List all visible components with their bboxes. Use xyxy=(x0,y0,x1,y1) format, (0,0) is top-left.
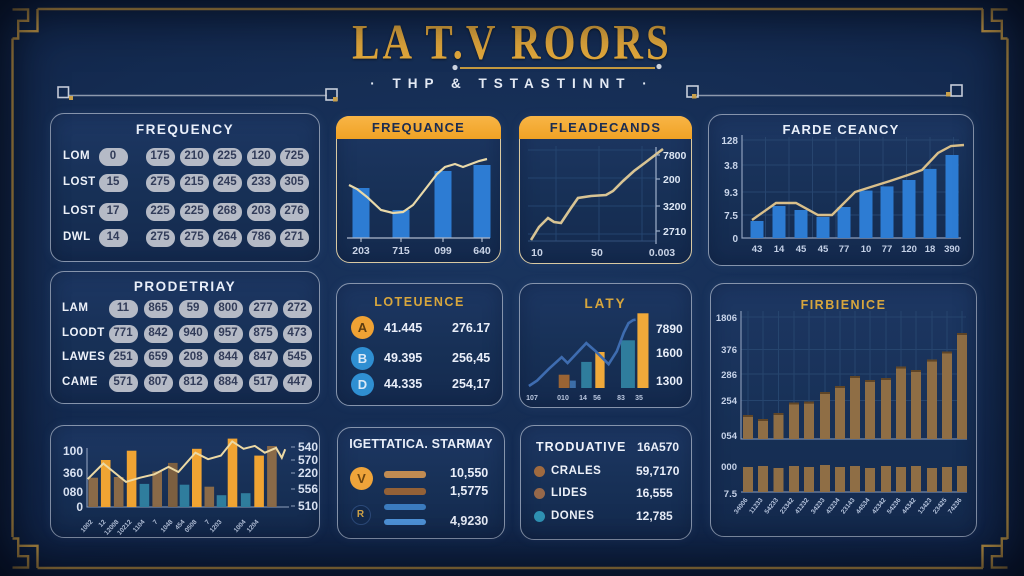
svg-text:556: 556 xyxy=(298,482,318,496)
svg-text:080: 080 xyxy=(63,485,83,499)
svg-text:14: 14 xyxy=(774,244,785,255)
svg-text:54236: 54236 xyxy=(886,497,903,516)
svg-text:010: 010 xyxy=(557,395,569,402)
svg-text:10: 10 xyxy=(861,244,872,255)
svg-text:43: 43 xyxy=(752,244,763,255)
svg-text:35: 35 xyxy=(635,395,643,402)
svg-text:107: 107 xyxy=(526,395,538,402)
svg-text:18: 18 xyxy=(925,244,936,255)
svg-text:10: 10 xyxy=(531,247,543,259)
svg-text:203: 203 xyxy=(352,245,370,257)
svg-text:23425: 23425 xyxy=(932,497,949,516)
svg-text:0: 0 xyxy=(76,500,83,514)
svg-text:10212: 10212 xyxy=(116,518,134,536)
svg-text:11233: 11233 xyxy=(748,497,765,516)
svg-text:3200: 3200 xyxy=(663,201,687,213)
svg-text:0: 0 xyxy=(732,234,738,245)
svg-text:14: 14 xyxy=(579,395,587,402)
svg-text:1104: 1104 xyxy=(132,518,147,533)
svg-text:44534: 44534 xyxy=(855,497,872,516)
svg-text:1002: 1002 xyxy=(80,518,95,534)
svg-text:43234: 43234 xyxy=(825,497,842,516)
svg-text:45: 45 xyxy=(796,244,807,255)
svg-text:7.5: 7.5 xyxy=(724,211,738,222)
svg-text:120: 120 xyxy=(901,244,917,255)
svg-text:42342: 42342 xyxy=(871,497,888,516)
svg-text:44342: 44342 xyxy=(901,497,918,516)
svg-text:220: 220 xyxy=(298,466,318,480)
svg-text:1048: 1048 xyxy=(160,518,175,534)
svg-text:23143: 23143 xyxy=(840,497,857,516)
svg-text:74236: 74236 xyxy=(947,497,964,516)
svg-text:77: 77 xyxy=(882,244,893,255)
svg-text:715: 715 xyxy=(392,245,410,257)
svg-text:56: 56 xyxy=(593,395,601,402)
svg-text:540: 540 xyxy=(298,440,318,454)
svg-text:7: 7 xyxy=(152,518,160,526)
svg-text:54233: 54233 xyxy=(763,497,780,516)
svg-text:23342: 23342 xyxy=(779,497,796,516)
svg-text:1004: 1004 xyxy=(233,518,248,534)
svg-text:0.003: 0.003 xyxy=(649,247,675,259)
svg-text:510: 510 xyxy=(298,499,318,513)
svg-text:7.5: 7.5 xyxy=(724,489,738,500)
svg-text:50: 50 xyxy=(591,247,603,259)
svg-text:640: 640 xyxy=(473,245,491,257)
svg-text:1300: 1300 xyxy=(656,374,683,388)
svg-text:34233: 34233 xyxy=(810,497,827,516)
svg-text:13423: 13423 xyxy=(917,497,934,516)
svg-text:1204: 1204 xyxy=(246,518,261,534)
svg-text:054: 054 xyxy=(721,431,738,442)
svg-text:77: 77 xyxy=(839,244,850,255)
svg-text:83: 83 xyxy=(617,395,625,402)
svg-text:0508: 0508 xyxy=(184,518,199,534)
svg-text:286: 286 xyxy=(721,370,737,381)
svg-text:200: 200 xyxy=(663,174,681,186)
svg-text:1806: 1806 xyxy=(716,313,737,324)
svg-text:360: 360 xyxy=(63,466,83,480)
svg-text:7: 7 xyxy=(204,518,212,526)
svg-text:41232: 41232 xyxy=(794,497,811,516)
svg-text:3.8: 3.8 xyxy=(724,161,738,172)
svg-text:390: 390 xyxy=(944,244,960,255)
svg-text:099: 099 xyxy=(434,245,452,257)
svg-text:45: 45 xyxy=(818,244,829,255)
svg-text:2710: 2710 xyxy=(663,226,687,238)
svg-text:000: 000 xyxy=(721,462,737,473)
svg-text:12: 12 xyxy=(97,518,107,528)
svg-text:9.3: 9.3 xyxy=(724,188,738,199)
svg-text:570: 570 xyxy=(298,453,318,467)
svg-text:376: 376 xyxy=(721,345,737,356)
svg-text:254: 254 xyxy=(721,396,738,407)
svg-text:7890: 7890 xyxy=(656,322,683,336)
svg-text:7800: 7800 xyxy=(663,150,687,162)
svg-text:100: 100 xyxy=(63,444,83,458)
svg-text:1600: 1600 xyxy=(656,346,683,360)
svg-text:128: 128 xyxy=(721,136,738,147)
svg-text:1203: 1203 xyxy=(209,518,224,534)
